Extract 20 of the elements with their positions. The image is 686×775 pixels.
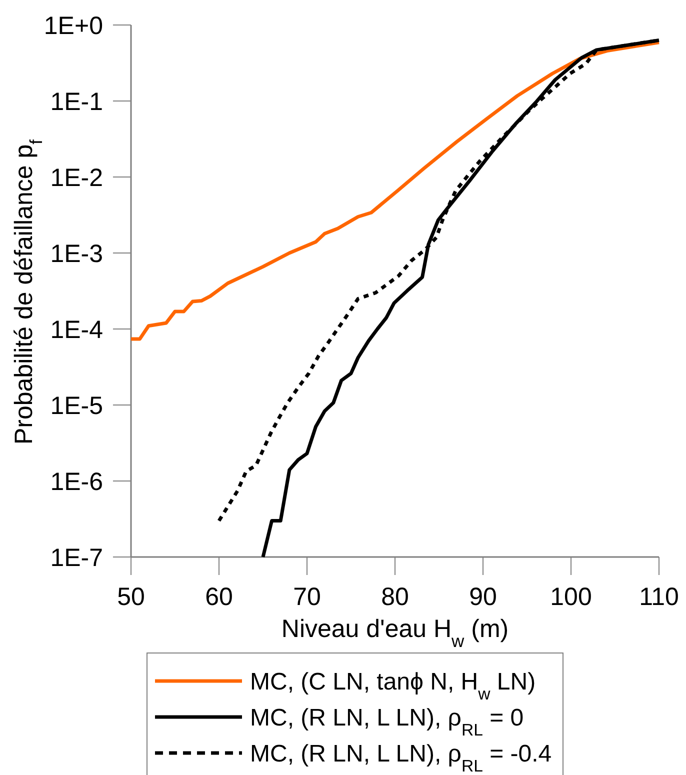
y-tick-label: 1E-6 <box>50 468 103 496</box>
y-tick-label: 1E-3 <box>50 240 103 268</box>
x-tick-label: 60 <box>205 583 233 611</box>
y-tick-label: 1E-7 <box>50 544 103 572</box>
x-tick-label: 110 <box>639 583 679 611</box>
legend-label: MC, (R LN, L LN), ρ$_{RL}$ = -0.4 <box>250 740 552 775</box>
x-tick-label: 100 <box>550 583 592 611</box>
y-tick-label: 1E-4 <box>50 316 104 344</box>
line-series <box>129 40 661 341</box>
x-tick-label: 50 <box>117 583 145 611</box>
x-axis-title: Niveau d'eau H$_{w}$ (m) <box>281 615 509 651</box>
legend-label: MC, (R LN, L LN), ρ$_{RL}$ = 0 <box>250 704 524 739</box>
x-tick-label: 80 <box>381 583 409 611</box>
y-tick-label: 1E+0 <box>44 12 103 40</box>
y-tick-label: 1E-1 <box>50 88 103 116</box>
x-tick-label: 90 <box>469 583 497 611</box>
legend-label: MC, (C LN, tanϕ N, H$_{w}$ LN) <box>250 668 536 703</box>
y-tick-label: 1E-5 <box>50 392 103 420</box>
x-tick-label: 70 <box>293 583 321 611</box>
y-tick-label: 1E-2 <box>50 164 103 192</box>
